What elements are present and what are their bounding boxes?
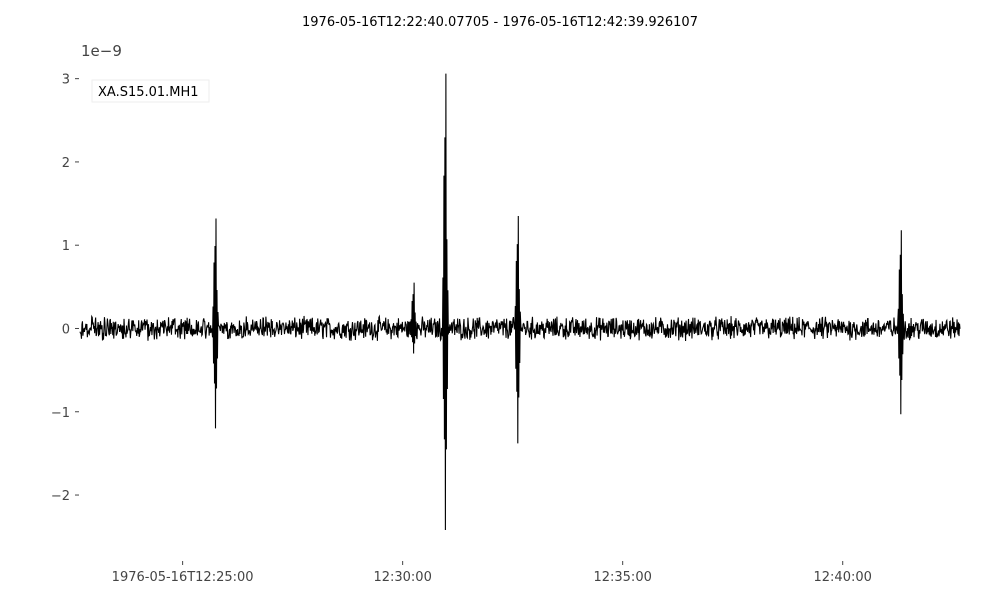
x-tick-label: 12:40:00 — [814, 570, 872, 585]
x-tick-label: 1976-05-16T12:25:00 — [112, 570, 254, 585]
y-tick-label: 2 — [62, 156, 70, 171]
plot-area — [79, 73, 961, 531]
x-tick-label: 12:35:00 — [593, 570, 651, 585]
y-axis-offset-label: 1e−9 — [81, 42, 122, 60]
y-axis: 3 2 1 0 −1 −2 — [51, 73, 79, 504]
waveform-series-line — [79, 73, 961, 531]
legend-entry: XA.S15.01.MH1 — [98, 85, 199, 100]
y-tick-label: 0 — [62, 322, 70, 337]
y-tick-label: −1 — [51, 406, 70, 421]
y-tick-label: 3 — [62, 73, 70, 88]
y-tick-label: −2 — [51, 489, 70, 504]
y-tick-label: 1 — [62, 239, 70, 254]
x-axis: 1976-05-16T12:25:00 12:30:00 12:35:00 12:40… — [112, 561, 872, 585]
legend: XA.S15.01.MH1 — [91, 79, 210, 103]
x-tick-label: 12:30:00 — [373, 570, 431, 585]
legend-box — [91, 79, 210, 103]
chart-title: 1976-05-16T12:22:40.07705 - 1976-05-16T1… — [302, 15, 698, 30]
